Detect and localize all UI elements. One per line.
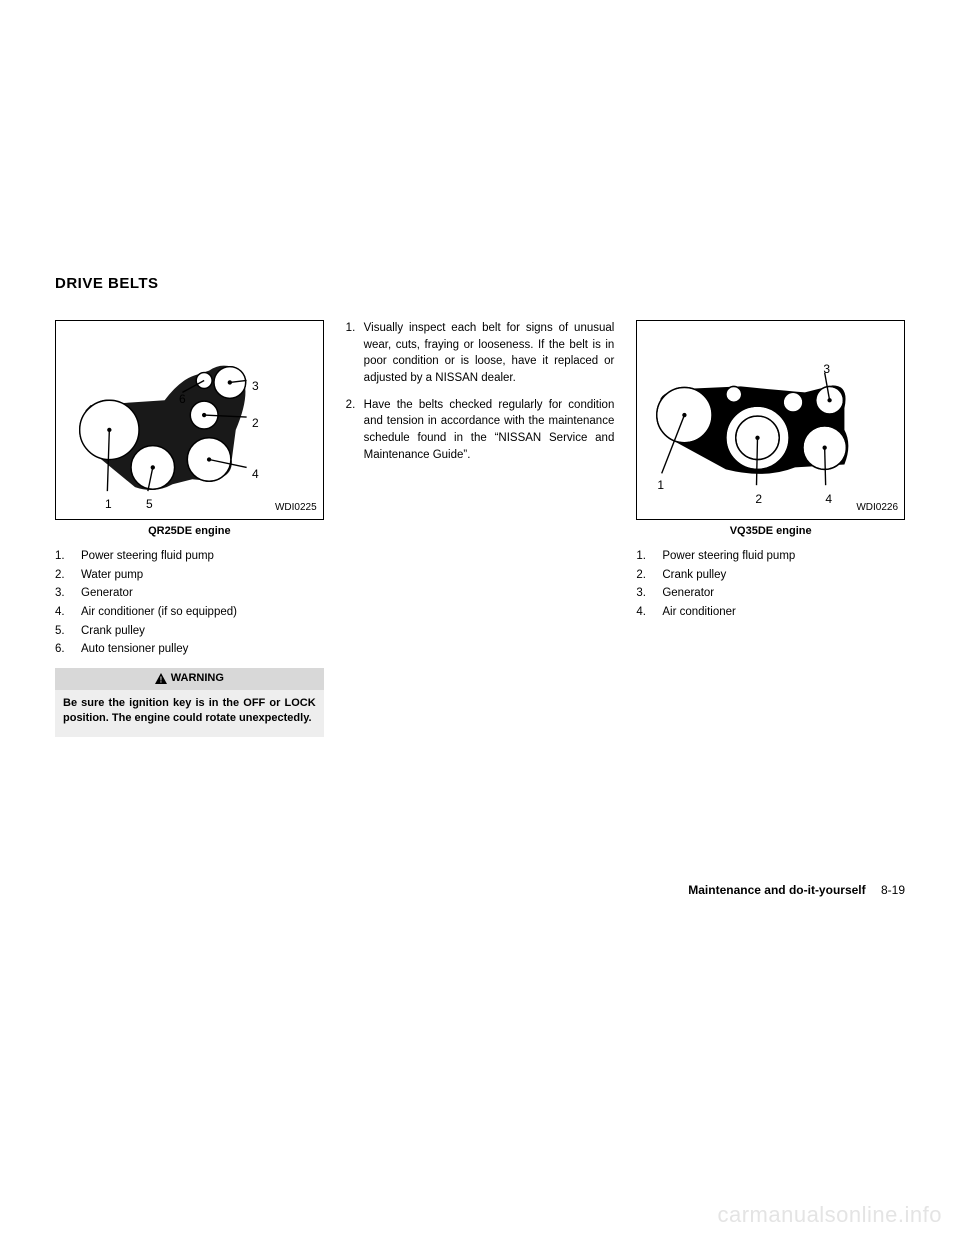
label-4b: 4 xyxy=(825,491,832,508)
inst-num: 2. xyxy=(346,397,364,464)
legend-text: Crank pulley xyxy=(81,623,145,640)
legend-num: 4. xyxy=(636,604,662,621)
legend-num: 4. xyxy=(55,604,81,621)
label-5: 5 xyxy=(146,496,153,513)
legend-text: Generator xyxy=(81,585,133,602)
legend-list-1: 1.Power steering fluid pump 2.Water pump… xyxy=(55,548,324,658)
section-title: DRIVE BELTS xyxy=(55,275,905,292)
warning-icon: ! xyxy=(155,673,167,684)
footer-page: 8-19 xyxy=(881,883,905,897)
diagram-vq35de: 1 2 3 4 WDI0226 xyxy=(636,320,905,520)
legend-text: Air conditioner (if so equipped) xyxy=(81,604,237,621)
legend-list-2: 1.Power steering fluid pump 2.Crank pull… xyxy=(636,548,905,621)
legend-text: Crank pulley xyxy=(662,567,726,584)
legend-text: Power steering fluid pump xyxy=(662,548,795,565)
legend-text: Air conditioner xyxy=(662,604,736,621)
legend-num: 1. xyxy=(636,548,662,565)
legend-num: 3. xyxy=(55,585,81,602)
legend-num: 6. xyxy=(55,641,81,658)
column-right: 1 2 3 4 WDI0226 VQ35DE engine 1.Power st… xyxy=(636,320,905,737)
page-footer: Maintenance and do-it-yourself 8-19 xyxy=(688,883,905,897)
warning-header: ! WARNING xyxy=(55,668,324,690)
footer-label: Maintenance and do-it-yourself xyxy=(688,883,865,897)
label-3: 3 xyxy=(252,378,259,395)
label-1: 1 xyxy=(105,496,112,513)
diagram-code-2: WDI0226 xyxy=(856,501,898,516)
inst-text: Have the belts checked regularly for con… xyxy=(364,397,615,464)
label-4: 4 xyxy=(252,466,259,483)
belt-diagram-svg xyxy=(56,321,323,519)
engine-caption-1: QR25DE engine xyxy=(55,524,324,540)
label-1b: 1 xyxy=(657,477,664,494)
legend-num: 3. xyxy=(636,585,662,602)
legend-text: Power steering fluid pump xyxy=(81,548,214,565)
legend-text: Generator xyxy=(662,585,714,602)
column-left: 1 2 3 4 5 6 WDI0225 QR25DE engine 1.Powe… xyxy=(55,320,324,737)
legend-num: 5. xyxy=(55,623,81,640)
label-3b: 3 xyxy=(823,361,830,378)
svg-text:!: ! xyxy=(159,676,162,685)
instructions-list: 1.Visually inspect each belt for signs o… xyxy=(346,320,615,463)
inst-text: Visually inspect each belt for signs of … xyxy=(364,320,615,387)
legend-text: Water pump xyxy=(81,567,143,584)
diagram-code: WDI0225 xyxy=(275,501,317,516)
watermark: carmanualsonline.info xyxy=(717,1202,942,1228)
label-2b: 2 xyxy=(755,491,762,508)
label-2: 2 xyxy=(252,415,259,432)
diagram-qr25de: 1 2 3 4 5 6 WDI0225 xyxy=(55,320,324,520)
label-6: 6 xyxy=(179,391,186,408)
belt-diagram-svg-2 xyxy=(637,321,904,519)
columns: 1 2 3 4 5 6 WDI0225 QR25DE engine 1.Powe… xyxy=(55,320,905,737)
warning-body: Be sure the ignition key is in the OFF o… xyxy=(55,690,324,737)
column-middle: 1.Visually inspect each belt for signs o… xyxy=(346,320,615,737)
legend-text: Auto tensioner pulley xyxy=(81,641,188,658)
inst-num: 1. xyxy=(346,320,364,387)
warning-label: WARNING xyxy=(171,671,224,687)
legend-num: 2. xyxy=(55,567,81,584)
page-content: DRIVE BELTS xyxy=(55,275,905,737)
legend-num: 1. xyxy=(55,548,81,565)
legend-num: 2. xyxy=(636,567,662,584)
engine-caption-2: VQ35DE engine xyxy=(636,524,905,540)
